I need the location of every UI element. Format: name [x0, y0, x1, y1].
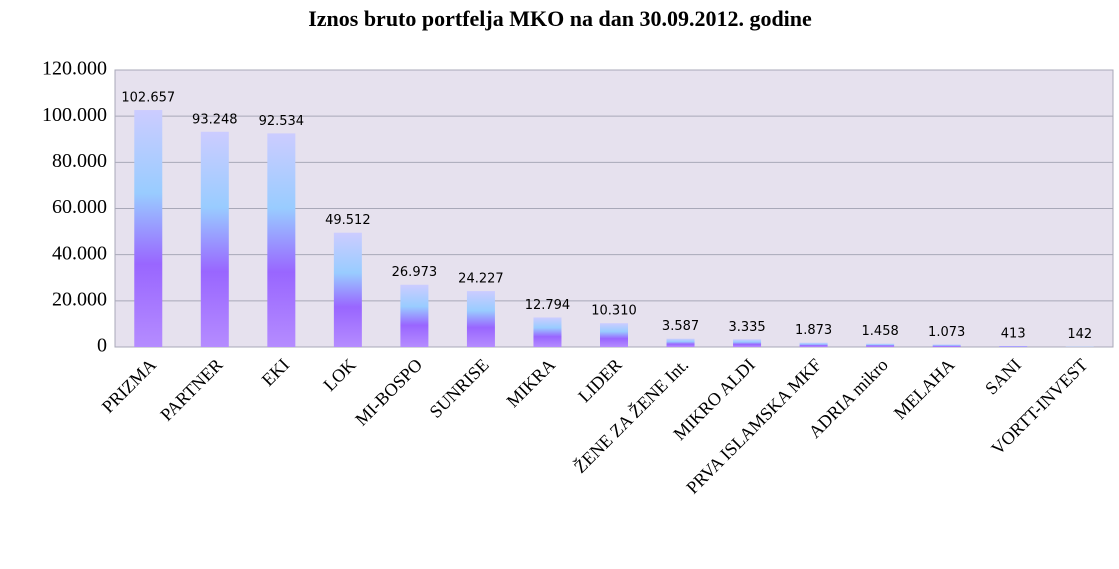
x-tick-label: MIKRA [503, 355, 560, 412]
y-tick-label: 0 [97, 335, 107, 357]
y-tick-label: 40.000 [52, 242, 107, 264]
bar [932, 344, 961, 347]
x-tick-label: SUNRISE [425, 355, 492, 422]
value-label: 92.534 [259, 114, 305, 129]
x-tick-label: PARTNER [156, 355, 226, 425]
x-tick-label: EKI [258, 355, 293, 390]
bar [400, 284, 429, 347]
x-tick-label: LIDER [574, 355, 626, 407]
y-tick-label: 80.000 [52, 150, 107, 172]
value-label: 3.335 [728, 320, 765, 335]
value-label: 3.587 [662, 319, 699, 334]
y-tick-label: 60.000 [52, 196, 107, 218]
bar [134, 110, 163, 348]
y-tick-label: 120.000 [42, 58, 107, 80]
y-tick-label: 100.000 [42, 104, 107, 126]
bar [666, 338, 695, 347]
bar [600, 323, 628, 347]
x-tick-label: MI-BOSPO [351, 355, 426, 430]
value-label: 10.310 [591, 304, 637, 319]
x-tick-label: MELAHA [890, 355, 959, 424]
value-label: 93.248 [192, 112, 238, 127]
bar [533, 317, 562, 347]
value-label: 24.227 [458, 272, 504, 287]
bar [267, 133, 296, 347]
x-tick-label: LOK [319, 355, 359, 395]
bar [799, 342, 828, 347]
bar [466, 291, 495, 347]
x-tick-label: ŽENE ZA ŽENE Int. [569, 354, 692, 477]
bar [200, 131, 229, 347]
value-label: 26.973 [392, 265, 438, 280]
bar [999, 346, 1028, 347]
value-label: 1.873 [795, 323, 832, 338]
bar [333, 232, 362, 347]
value-label: 49.512 [325, 213, 371, 228]
bar [733, 339, 762, 347]
x-tick-label: PRVA ISLAMSKA MKF [682, 355, 825, 498]
value-label: 12.794 [525, 298, 571, 313]
y-tick-label: 20.000 [52, 288, 107, 310]
value-label: 142 [1067, 327, 1092, 342]
value-label: 102.657 [121, 91, 175, 106]
value-label: 1.458 [862, 324, 899, 339]
bar [866, 343, 895, 347]
x-tick-label: PRIZMA [98, 355, 160, 417]
value-label: 413 [1001, 327, 1026, 342]
chart-title: Iznos bruto portfelja MKO na dan 30.09.2… [308, 6, 812, 31]
x-tick-label: SANI [981, 355, 1025, 399]
value-label: 1.073 [928, 325, 965, 340]
